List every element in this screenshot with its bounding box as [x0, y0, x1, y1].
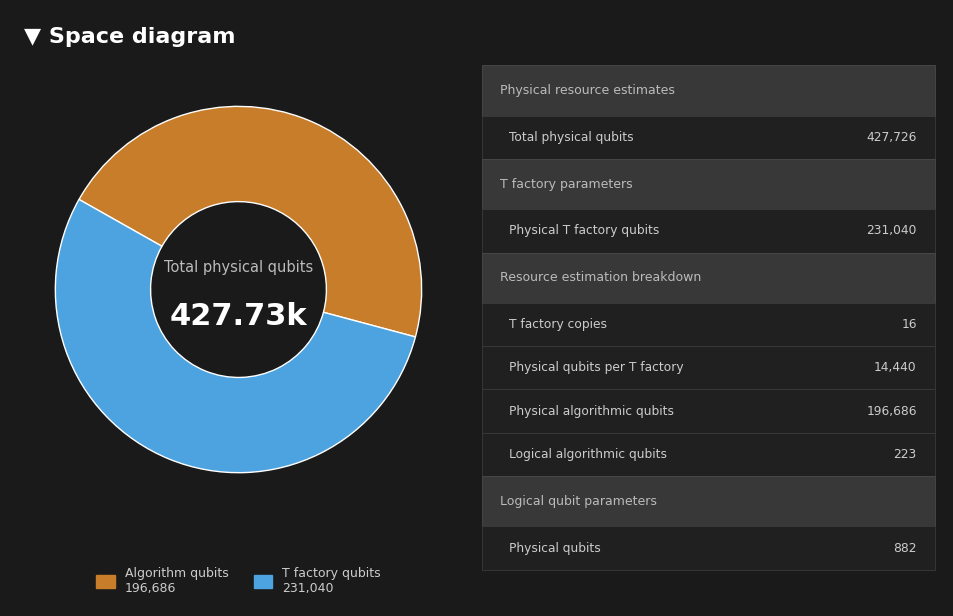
- FancyBboxPatch shape: [481, 476, 934, 527]
- FancyBboxPatch shape: [481, 432, 934, 476]
- Text: T factory parameters: T factory parameters: [499, 177, 632, 190]
- Text: Resource estimation breakdown: Resource estimation breakdown: [499, 272, 700, 285]
- Legend: Algorithm qubits
196,686, T factory qubits
231,040: Algorithm qubits 196,686, T factory qubi…: [96, 567, 380, 594]
- Text: Logical qubit parameters: Logical qubit parameters: [499, 495, 656, 508]
- Text: 427,726: 427,726: [865, 131, 916, 144]
- Text: Physical T factory qubits: Physical T factory qubits: [509, 224, 659, 237]
- Text: Physical resource estimates: Physical resource estimates: [499, 84, 674, 97]
- FancyBboxPatch shape: [481, 158, 934, 209]
- FancyBboxPatch shape: [481, 389, 934, 432]
- Wedge shape: [55, 200, 415, 472]
- Text: 231,040: 231,040: [865, 224, 916, 237]
- Wedge shape: [79, 107, 421, 337]
- Text: 427.73k: 427.73k: [170, 302, 307, 331]
- Text: 14,440: 14,440: [873, 362, 916, 375]
- FancyBboxPatch shape: [481, 303, 934, 346]
- FancyBboxPatch shape: [481, 253, 934, 303]
- Text: 223: 223: [893, 448, 916, 461]
- Text: Total physical qubits: Total physical qubits: [509, 131, 633, 144]
- Text: Total physical qubits: Total physical qubits: [164, 260, 313, 275]
- FancyBboxPatch shape: [481, 65, 934, 116]
- Text: T factory copies: T factory copies: [509, 318, 606, 331]
- Text: 882: 882: [892, 541, 916, 554]
- FancyBboxPatch shape: [481, 116, 934, 158]
- FancyBboxPatch shape: [481, 346, 934, 389]
- FancyBboxPatch shape: [481, 209, 934, 253]
- Text: Logical algorithmic qubits: Logical algorithmic qubits: [509, 448, 666, 461]
- Text: 196,686: 196,686: [865, 405, 916, 418]
- Text: 16: 16: [901, 318, 916, 331]
- Text: Physical qubits: Physical qubits: [509, 541, 600, 554]
- FancyBboxPatch shape: [481, 527, 934, 570]
- Text: ▼ Space diagram: ▼ Space diagram: [24, 26, 234, 47]
- Text: Physical qubits per T factory: Physical qubits per T factory: [509, 362, 683, 375]
- Text: Physical algorithmic qubits: Physical algorithmic qubits: [509, 405, 673, 418]
